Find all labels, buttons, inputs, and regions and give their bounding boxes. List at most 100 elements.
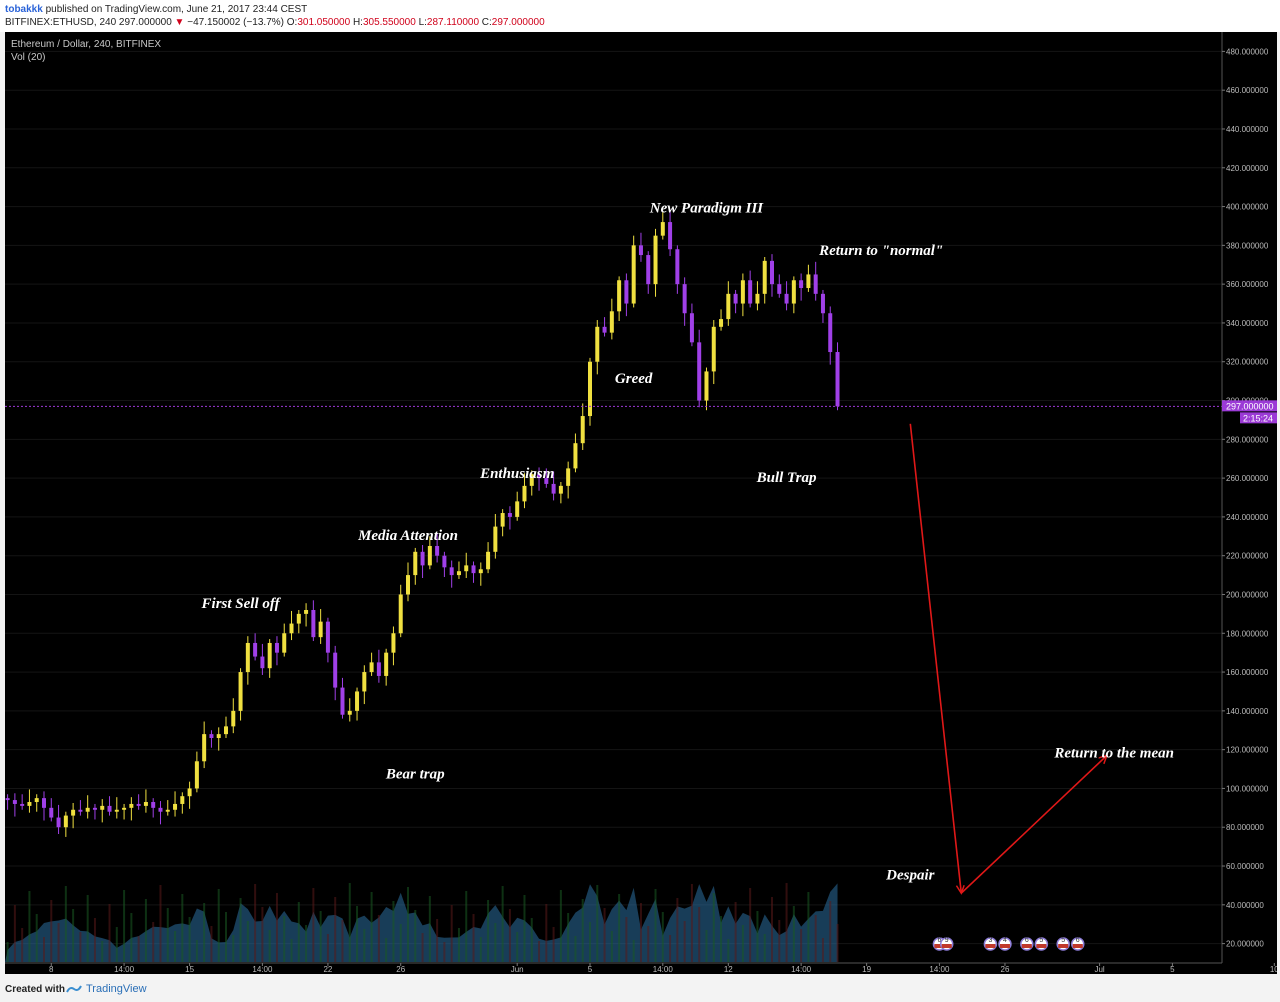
volume-bar [385, 938, 388, 962]
candle-body [770, 260, 774, 285]
candle-body [828, 313, 833, 353]
symbol-label: BITFINEX:ETHUSD, 240 [5, 17, 117, 28]
price-tick-label: 440.000000 [1226, 125, 1269, 134]
candle-body [194, 761, 199, 789]
candle-body [85, 807, 90, 812]
volume-bar [232, 935, 235, 962]
candle-body [63, 815, 68, 828]
volume-bar [283, 916, 286, 962]
candle-body [609, 311, 614, 333]
volume-bar [21, 928, 24, 962]
candle-body [296, 613, 301, 624]
price-tick-label: 80.000000 [1226, 823, 1264, 832]
volume-bar [195, 940, 198, 962]
volume-bar [712, 893, 715, 962]
published-text: published on TradingView.com, June 21, 2… [45, 4, 308, 15]
candle-body [551, 483, 556, 494]
annotation-label: Return to "normal" [818, 243, 943, 259]
volume-bar [654, 889, 657, 962]
volume-bar [705, 930, 708, 962]
candle-body [216, 734, 221, 739]
candle-body [398, 594, 403, 634]
volume-bar [246, 921, 249, 962]
candle-body [733, 293, 738, 304]
volume-bar [123, 890, 126, 962]
candle-body [27, 802, 32, 806]
price-tick-label: 400.000000 [1226, 203, 1269, 212]
candle-body [755, 293, 760, 304]
volume-bar [698, 907, 701, 962]
annotation-label: Return to the mean [1053, 745, 1174, 761]
candle-body [442, 555, 447, 568]
volume-bar [363, 929, 366, 962]
candle-body [777, 284, 782, 294]
price-tick-label: 280.000000 [1226, 435, 1269, 444]
candle-body [631, 245, 636, 304]
time-tick-label: 8 [49, 965, 54, 974]
price-tick-label: 120.000000 [1226, 746, 1269, 755]
last-price: 297.000000 [118, 17, 172, 28]
candle-body [493, 526, 498, 552]
volume-bar [807, 892, 810, 962]
candle-body [544, 478, 549, 484]
volume-bar [428, 896, 431, 962]
event-marker-count: 3 [988, 937, 992, 944]
volume-bar [50, 900, 53, 962]
volume-bar [86, 895, 89, 962]
candle-body [5, 798, 10, 801]
candle-body [304, 609, 309, 614]
candle-body [515, 501, 520, 517]
candle-body [726, 293, 731, 320]
candle-body [369, 662, 374, 673]
volume-bar [188, 917, 191, 962]
candle-body [34, 798, 39, 803]
volume-bar [814, 915, 817, 962]
candle-body [274, 642, 279, 653]
candle-body [56, 817, 61, 828]
volume-bar [13, 905, 16, 962]
annotation-label: New Paradigm III [649, 200, 765, 216]
price-tick-label: 180.000000 [1226, 629, 1269, 638]
candle-body [719, 319, 724, 327]
low-label: L: [418, 17, 427, 28]
chart-area[interactable]: 20.000000 40.000000 60.000000 80.000000 100.… [5, 32, 1279, 974]
candle-body [333, 652, 338, 688]
volume-bar [28, 891, 31, 962]
price-tick-label: 220.000000 [1226, 552, 1269, 561]
price-tick-label: 20.000000 [1226, 940, 1264, 949]
volume-bar [516, 932, 519, 962]
volume-bar [35, 914, 38, 962]
candle-body [355, 691, 360, 711]
grid-lines [5, 50, 1222, 945]
price-tick-label: 60.000000 [1226, 862, 1264, 871]
candle-body [806, 274, 811, 289]
price-chart[interactable]: 20.000000 40.000000 60.000000 80.000000 100.… [5, 32, 1279, 974]
author-link[interactable]: tobakkk [5, 4, 43, 15]
candle-body [289, 623, 294, 634]
candle-body [78, 809, 83, 812]
candle-body [791, 280, 796, 304]
candle-body [697, 342, 702, 401]
volume-bar [414, 910, 417, 962]
candle-body [71, 809, 76, 816]
time-tick-label: 12 [724, 965, 733, 974]
candle-body [209, 734, 214, 739]
candle-body [12, 800, 17, 804]
volume-bar [508, 909, 511, 962]
volume-bar [312, 888, 315, 962]
volume-bar [275, 893, 278, 962]
price-tag: 297.000000 2:15:24 [1222, 400, 1277, 424]
candle-body [165, 809, 170, 812]
time-tick-label: Jul [1094, 965, 1104, 974]
candle-body [478, 569, 483, 574]
legend-title: Ethereum / Dollar, 240, BITFINEX [11, 39, 161, 50]
volume-bar [407, 887, 409, 962]
volume-bar [72, 909, 75, 962]
candle-body [20, 803, 25, 806]
volume-bar [144, 899, 147, 962]
tradingview-link[interactable]: TradingView [66, 983, 147, 995]
candle-body [282, 633, 287, 653]
candle-body [500, 513, 505, 527]
candle-body [143, 802, 148, 806]
volume-bar [639, 903, 642, 962]
